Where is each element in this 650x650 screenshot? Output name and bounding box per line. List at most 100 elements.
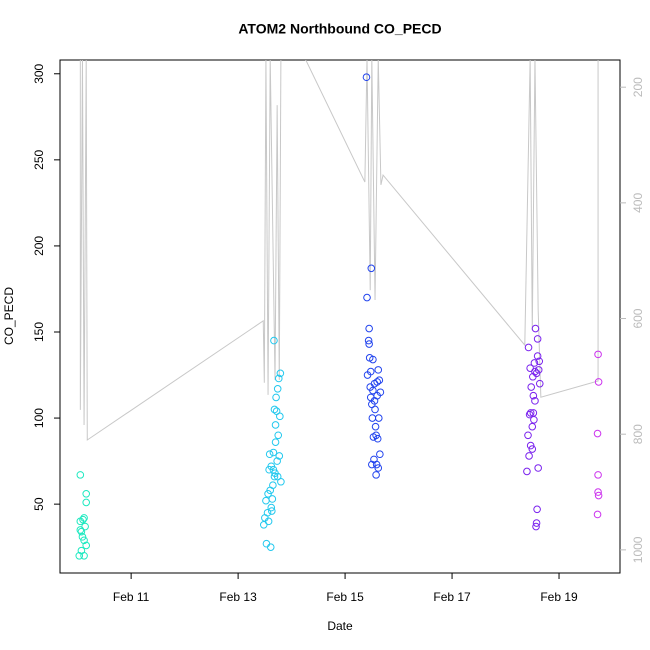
data-point — [80, 536, 88, 545]
data-point — [594, 488, 602, 496]
data-point — [81, 522, 89, 531]
data-point — [270, 472, 279, 481]
data-point — [276, 369, 285, 378]
data-point — [362, 73, 371, 82]
data-point — [262, 496, 270, 505]
data-point — [271, 438, 280, 446]
data-point — [82, 490, 91, 498]
y2-tick-label: 1000 — [631, 536, 645, 563]
data-point — [532, 519, 541, 527]
data-point — [269, 481, 277, 490]
data-point — [529, 409, 538, 417]
y-tick-label: 250 — [32, 150, 46, 170]
data-point — [369, 355, 377, 364]
x-axis-label: Date — [327, 619, 353, 633]
data-point — [594, 378, 603, 386]
data-point — [525, 410, 534, 419]
data-point — [535, 379, 544, 388]
data-point — [77, 527, 86, 536]
data-point — [375, 376, 384, 384]
x-tick-label: Feb 19 — [540, 590, 578, 604]
x-tick-label: Feb 17 — [433, 590, 471, 604]
data-point — [262, 539, 271, 548]
data-point — [530, 415, 538, 424]
data-point — [273, 457, 281, 465]
data-point — [593, 429, 602, 438]
chart-title: ATOM2 Northbound CO_PECD — [238, 21, 441, 37]
data-point — [528, 445, 537, 453]
data-point — [534, 464, 542, 472]
data-point — [365, 340, 373, 348]
data-point — [374, 414, 383, 422]
data-point — [271, 421, 280, 429]
data-point — [266, 543, 275, 551]
data-point — [367, 264, 376, 273]
data-point — [531, 367, 539, 376]
data-point — [531, 324, 540, 333]
data-point — [593, 510, 602, 519]
plot-frame — [59, 59, 621, 574]
x-tick-label: Feb 11 — [113, 590, 150, 604]
y2-tick-label: 400 — [631, 193, 645, 213]
data-point — [371, 405, 379, 414]
data-point — [276, 412, 284, 421]
data-point — [274, 431, 283, 440]
x-tick-label: Feb 13 — [219, 590, 257, 604]
y-tick-label: 300 — [32, 63, 46, 83]
data-point — [265, 450, 274, 459]
data-point — [535, 357, 544, 366]
data-point — [268, 507, 276, 515]
data-point — [533, 335, 542, 343]
data-point — [372, 460, 381, 469]
data-point — [80, 514, 88, 522]
data-point — [269, 448, 278, 457]
data-point — [369, 386, 377, 395]
data-point — [259, 520, 268, 529]
data-point — [526, 441, 535, 450]
data-point — [363, 293, 371, 302]
data-point — [82, 498, 91, 507]
y-axis-label: CO_PECD — [2, 287, 16, 345]
data-point — [532, 522, 540, 531]
data-point — [530, 359, 539, 367]
data-point — [532, 369, 541, 378]
pressure-line — [79, 60, 599, 441]
data-point — [268, 495, 277, 503]
data-point — [372, 431, 380, 440]
y-tick-label: 150 — [32, 322, 46, 342]
data-point — [78, 533, 87, 541]
data-point — [376, 388, 385, 397]
data-point — [277, 477, 285, 486]
data-point — [524, 431, 532, 440]
data-point — [366, 367, 375, 376]
data-point — [376, 450, 384, 459]
y-tick-label: 100 — [32, 408, 46, 428]
data-point — [528, 422, 537, 431]
data-point — [267, 503, 276, 512]
data-point — [82, 541, 91, 550]
data-point — [594, 471, 602, 479]
data-point — [373, 434, 382, 443]
plot-area — [75, 60, 603, 560]
data-point — [370, 397, 379, 405]
data-point — [364, 336, 373, 345]
data-point — [529, 391, 538, 400]
data-point — [526, 409, 535, 417]
data-point — [527, 383, 536, 391]
data-point — [368, 460, 376, 469]
data-point — [594, 491, 603, 500]
y-tick-label: 50 — [32, 497, 46, 511]
data-point — [525, 452, 533, 460]
y-tick-label: 200 — [32, 236, 46, 256]
data-point — [371, 422, 380, 431]
data-point — [274, 374, 283, 383]
x-tick-label: Feb 15 — [326, 590, 364, 604]
data-point — [264, 517, 273, 526]
data-point — [75, 551, 84, 560]
data-point — [263, 508, 272, 517]
data-point — [270, 405, 279, 414]
data-point — [270, 336, 278, 345]
data-point — [523, 467, 531, 476]
